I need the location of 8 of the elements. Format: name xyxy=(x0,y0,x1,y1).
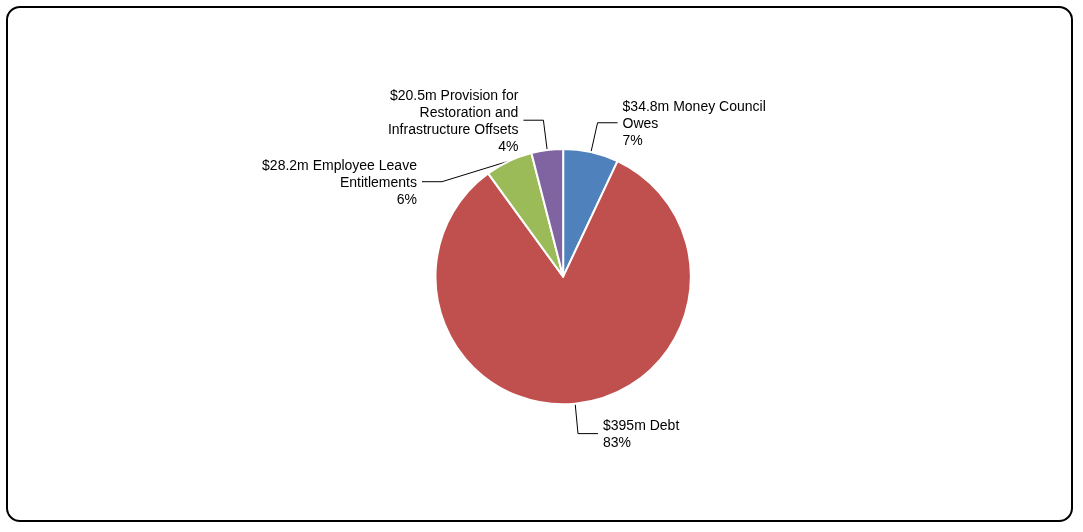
data-label: 4% xyxy=(498,137,519,154)
slice-label: $20.5m Provision for Restoration and Infrastructure Offsets xyxy=(387,86,519,137)
data-label: 7% xyxy=(622,131,643,148)
slice-label: $34.8m Money Council Owes xyxy=(622,97,766,131)
slice-label: $28.2m Employee Leave Entitlements xyxy=(262,156,418,190)
data-label: 6% xyxy=(396,190,417,207)
data-label: 83% xyxy=(603,434,632,451)
slice-label: $395m Debt xyxy=(603,417,680,434)
